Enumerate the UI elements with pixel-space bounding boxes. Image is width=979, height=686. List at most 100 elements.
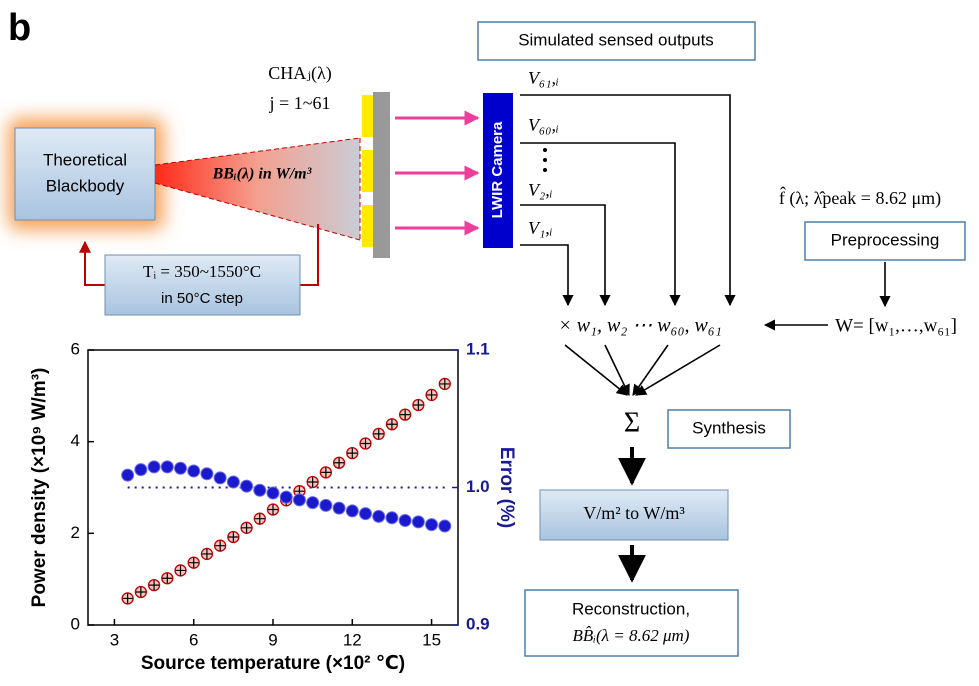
blackbody-box [14, 127, 156, 221]
dot [543, 158, 547, 162]
conversion-box [539, 489, 729, 541]
point [425, 518, 439, 532]
temperature-box [104, 254, 301, 316]
point [147, 460, 161, 474]
blackbody-label: Blackbody [46, 176, 125, 195]
point [334, 457, 345, 468]
temperature-label: in 50°C step [161, 290, 243, 307]
camera [483, 93, 513, 248]
panel-label: b [8, 7, 31, 49]
output-label: V₆₁,ᵢ [528, 68, 559, 88]
conversion-label: V/m² to W/m³ [583, 503, 685, 523]
synthesis-label: Synthesis [692, 418, 766, 437]
point [226, 475, 240, 489]
point [121, 468, 135, 482]
preprocessing-box [804, 221, 966, 261]
point [201, 548, 212, 559]
x-tick-label: 15 [422, 630, 441, 649]
x-tick-label: 9 [268, 630, 277, 649]
y2-tick-label: 1.1 [466, 339, 490, 358]
point [345, 504, 359, 518]
filter-holder [373, 92, 390, 258]
y-tick-label: 4 [71, 431, 80, 450]
beam-edge [154, 182, 361, 241]
point [292, 493, 306, 507]
point [307, 477, 318, 487]
sum: Σ [624, 407, 640, 438]
point [175, 565, 186, 576]
beam-edge [154, 137, 361, 166]
weights: × w₁, w₂ ⋯ w₆₀, w₆₁ [558, 315, 722, 337]
point [122, 593, 133, 604]
point [439, 378, 450, 389]
y-tick-label: 0 [71, 614, 80, 633]
point [240, 479, 254, 493]
filter-function: f̂ (λ; λ̂peak = 8.62 μm) [779, 187, 941, 209]
point [413, 400, 424, 410]
beam-label: BBᵢ(λ) in W/m³ [212, 166, 312, 183]
y-tick-label: 6 [71, 339, 80, 358]
output-label: V₆₀,ᵢ [528, 115, 559, 135]
point [228, 532, 239, 542]
channel-label: CHAⱼ(λ) [268, 63, 331, 84]
weight-vector: W= [w₁,…,w₆₁] [835, 315, 957, 336]
preprocessing-label: Preprocessing [831, 230, 940, 249]
reconstruction-label: Reconstruction, [572, 599, 690, 618]
point [160, 460, 174, 474]
signal-line [520, 204, 611, 307]
point [253, 483, 267, 497]
point [254, 513, 265, 524]
signal-line [520, 94, 736, 307]
loop-line [300, 224, 319, 286]
x-tick-label: 6 [189, 630, 198, 649]
point [411, 515, 425, 529]
outputs-box [477, 21, 756, 61]
point [268, 504, 278, 515]
filter [362, 205, 373, 247]
channel-range: j = 1~61 [269, 93, 331, 113]
point [319, 498, 333, 512]
point [266, 486, 280, 500]
point [347, 448, 358, 459]
point [373, 428, 384, 439]
y2-tick-label: 0.9 [466, 614, 490, 633]
point [279, 490, 293, 504]
point [359, 507, 372, 521]
arrow [632, 344, 669, 396]
arrow [564, 344, 628, 396]
beam [155, 138, 360, 240]
point [332, 501, 346, 515]
blackbody-label: Theoretical [43, 150, 127, 169]
signal-line [520, 244, 574, 307]
chart: 3 6 9 12 15 0 2 4 6 0.9 1.0 1.1 Source temperature (… [29, 339, 517, 674]
signal-line [520, 142, 681, 307]
dot [543, 148, 547, 152]
x-tick-label: 12 [343, 630, 362, 649]
point [187, 464, 201, 478]
temperature-label: Tᵢ = 350~1550°C [143, 262, 261, 281]
point [360, 438, 371, 449]
y2-tick-label: 1.0 [466, 477, 490, 496]
reconstruction-label: BB̂ᵢ(λ = 8.62 μm) [573, 626, 690, 645]
point [149, 580, 160, 591]
point [438, 519, 452, 533]
camera-label: LWIR Camera [489, 121, 506, 218]
output-label: V₂,ᵢ [528, 180, 553, 200]
x-axis-label: Source temperature (×10² ℃) [141, 653, 405, 674]
loop-arrow [79, 240, 105, 286]
point [398, 514, 412, 527]
point [306, 496, 320, 510]
filter [362, 95, 373, 137]
point [162, 573, 173, 584]
point [215, 540, 226, 551]
arrow [635, 344, 721, 396]
point [385, 511, 399, 525]
dot [543, 168, 547, 172]
point [386, 419, 397, 430]
point [174, 461, 187, 475]
point [426, 389, 437, 400]
point [213, 471, 227, 485]
filter [362, 150, 373, 192]
y-tick-label: 2 [71, 523, 80, 542]
